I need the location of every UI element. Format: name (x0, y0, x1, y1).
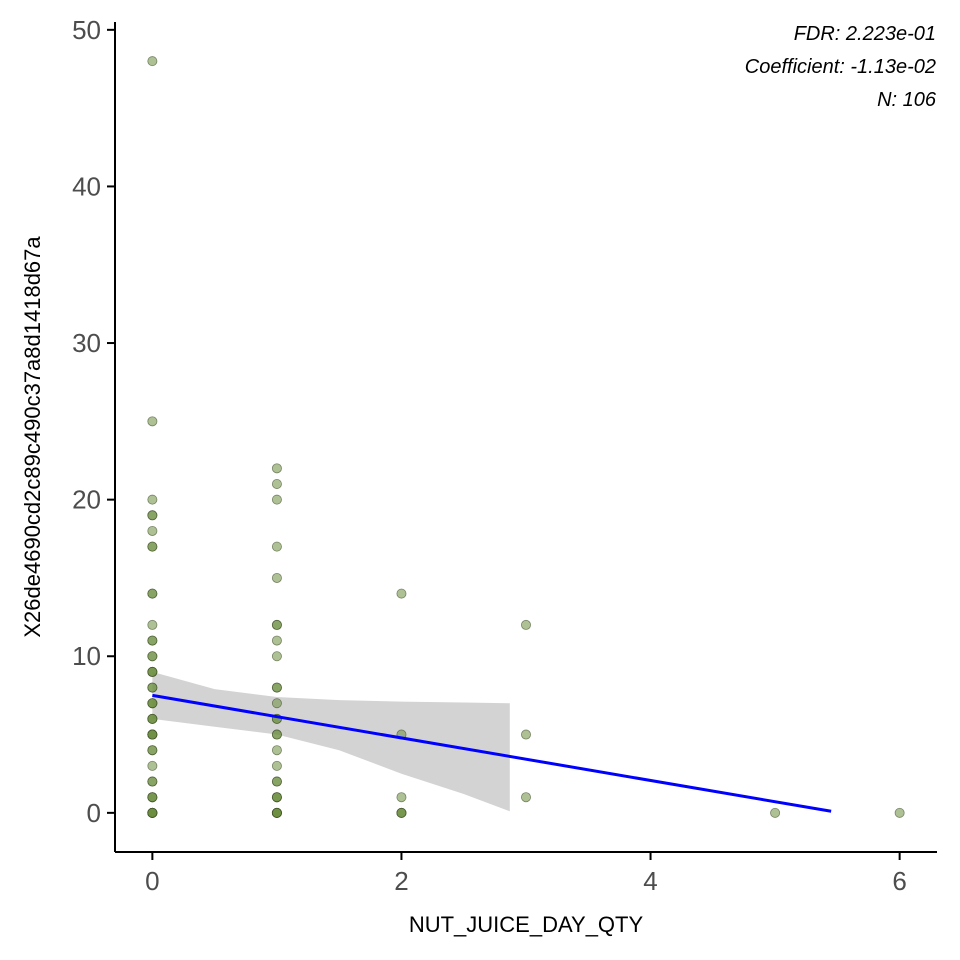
y-tick-label: 10 (72, 641, 101, 671)
data-point (271, 478, 282, 489)
data-point (147, 416, 158, 427)
data-point (147, 760, 158, 771)
data-point (271, 494, 282, 505)
data-point (271, 729, 282, 740)
y-tick-label: 50 (72, 15, 101, 45)
data-point (521, 729, 532, 740)
data-point (271, 807, 282, 818)
x-axis-title: NUT_JUICE_DAY_QTY (409, 912, 644, 937)
data-point (271, 619, 282, 630)
data-point (271, 635, 282, 646)
data-point (147, 729, 158, 740)
data-point (147, 510, 158, 521)
data-point (147, 713, 158, 724)
data-point (396, 807, 407, 818)
data-point (770, 807, 781, 818)
regression-line (152, 693, 832, 813)
data-point (147, 635, 158, 646)
data-point (271, 572, 282, 583)
confidence-band-layer (152, 671, 510, 812)
data-point (147, 792, 158, 803)
data-point (271, 682, 282, 693)
data-point (396, 792, 407, 803)
data-point (147, 745, 158, 756)
data-point (271, 792, 282, 803)
data-point (271, 651, 282, 662)
data-point (147, 494, 158, 505)
data-point (147, 807, 158, 818)
data-point (147, 619, 158, 630)
x-tick-label: 4 (643, 866, 657, 896)
data-point (147, 776, 158, 787)
data-point (147, 698, 158, 709)
y-axis-title: X26de4690cd2c89c490c37a8d1418d67a (20, 236, 45, 638)
data-point (147, 56, 158, 67)
x-tick-label: 0 (145, 866, 159, 896)
x-tick-label: 2 (394, 866, 408, 896)
data-point (521, 619, 532, 630)
data-point (271, 463, 282, 474)
y-tick-label: 0 (87, 798, 101, 828)
data-point (147, 666, 158, 677)
fit-line-layer (152, 693, 832, 813)
data-point (147, 682, 158, 693)
data-point (894, 807, 905, 818)
labels-layer: 0 2 4 6 0 10 20 30 40 50 NUT_JUICE_DAY_QTY X26de469… (20, 15, 937, 937)
stat-annotation: N: 106 (877, 89, 937, 111)
confidence-band (152, 671, 510, 812)
data-point (147, 541, 158, 552)
data-point (271, 541, 282, 552)
data-point (521, 792, 532, 803)
y-tick-label: 40 (72, 171, 101, 201)
data-point (147, 651, 158, 662)
data-point (271, 698, 282, 709)
stat-annotation: FDR: 2.223e-01 (794, 23, 936, 45)
data-point (271, 776, 282, 787)
axes-layer (107, 22, 937, 860)
data-point (271, 745, 282, 756)
data-point (271, 760, 282, 771)
data-point (147, 525, 158, 536)
stat-annotation: Coefficient: -1.13e-02 (745, 56, 936, 78)
x-tick-label: 6 (892, 866, 906, 896)
y-tick-label: 30 (72, 328, 101, 358)
y-tick-label: 20 (72, 485, 101, 515)
data-point (396, 588, 407, 599)
data-point (147, 588, 158, 599)
